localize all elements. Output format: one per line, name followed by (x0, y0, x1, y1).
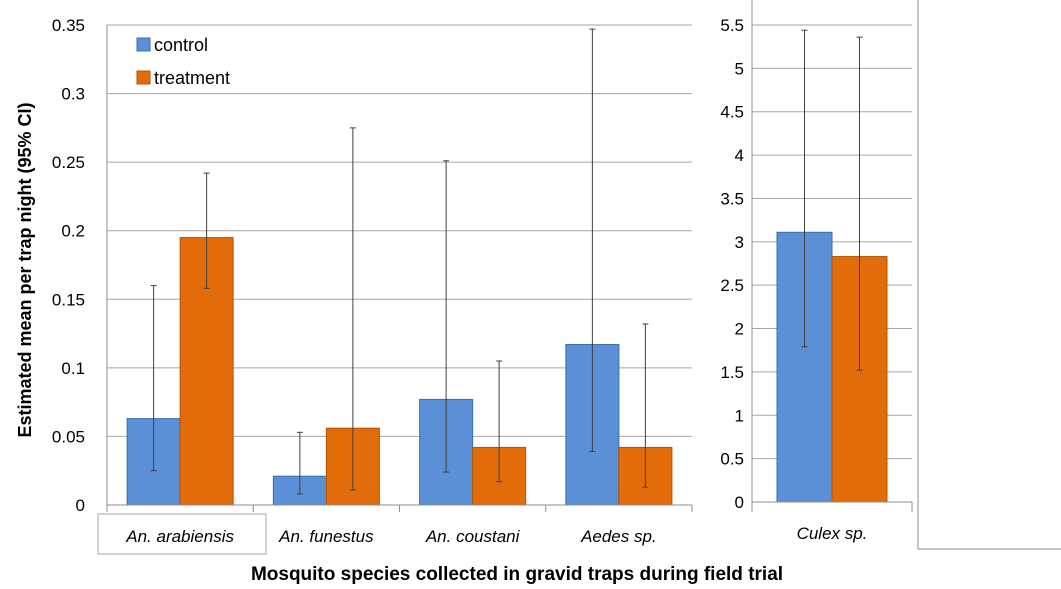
right-y-tick-label: 4 (735, 146, 744, 165)
category-label: An. coustani (425, 527, 521, 546)
right-y-tick-label: 4.5 (720, 103, 744, 122)
category-label: An. funestus (278, 527, 374, 546)
left-y-tick-label: 0 (76, 496, 85, 515)
right-y-tick-label: 0 (735, 493, 744, 512)
category-label: Aedes sp. (580, 527, 657, 546)
category-label: An. arabiensis (125, 527, 234, 546)
right-y-tick-label: 2.5 (720, 276, 744, 295)
left-y-tick-label: 0.05 (52, 427, 85, 446)
left-panel-error-bars (150, 28, 649, 495)
left-y-tick-label: 0.35 (52, 16, 85, 35)
left-panel-bars (126, 237, 673, 506)
legend-swatch-treatment (136, 70, 151, 85)
category-label: Culex sp. (797, 524, 868, 543)
left-y-tick-label: 0.2 (61, 222, 85, 241)
right-y-tick-label: 1 (735, 406, 744, 425)
right-panel-bars (776, 231, 888, 503)
legend-label-control: control (154, 35, 208, 55)
x-axis-title: Mosquito species collected in gravid tra… (251, 564, 783, 585)
left-y-tick-label: 0.3 (61, 85, 85, 104)
right-y-tick-label: 0.5 (720, 450, 744, 469)
left-y-tick-label: 0.25 (52, 153, 85, 172)
right-y-tick-label: 3 (735, 233, 744, 252)
right-y-tick-labels: 0 0.5 1 1.5 2 2.5 3 3.5 4 4.5 5 5.5 (720, 16, 744, 512)
left-y-tick-label: 0.15 (52, 290, 85, 309)
right-y-tick-label: 3.5 (720, 189, 744, 208)
legend-swatch-control (136, 37, 151, 52)
axes (106, 0, 1061, 550)
left-y-tick-labels: 0 0.05 0.1 0.15 0.2 0.25 0.3 0.35 (52, 16, 85, 515)
legend-label-treatment: treatment (154, 68, 230, 88)
y-axis-title: Estimated mean per trap night (95% CI) (15, 102, 35, 437)
right-panel-error-bars (801, 29, 863, 371)
right-y-tick-label: 5.5 (720, 16, 744, 35)
left-y-tick-label: 0.1 (61, 359, 85, 378)
right-y-tick-label: 1.5 (720, 363, 744, 382)
right-y-tick-label: 5 (735, 59, 744, 78)
legend: control treatment (136, 35, 230, 88)
category-labels: An. arabiensis An. funestus An. coustani Ae… (97, 513, 868, 555)
right-y-tick-label: 2 (735, 320, 744, 339)
category-label-frame (97, 513, 267, 555)
